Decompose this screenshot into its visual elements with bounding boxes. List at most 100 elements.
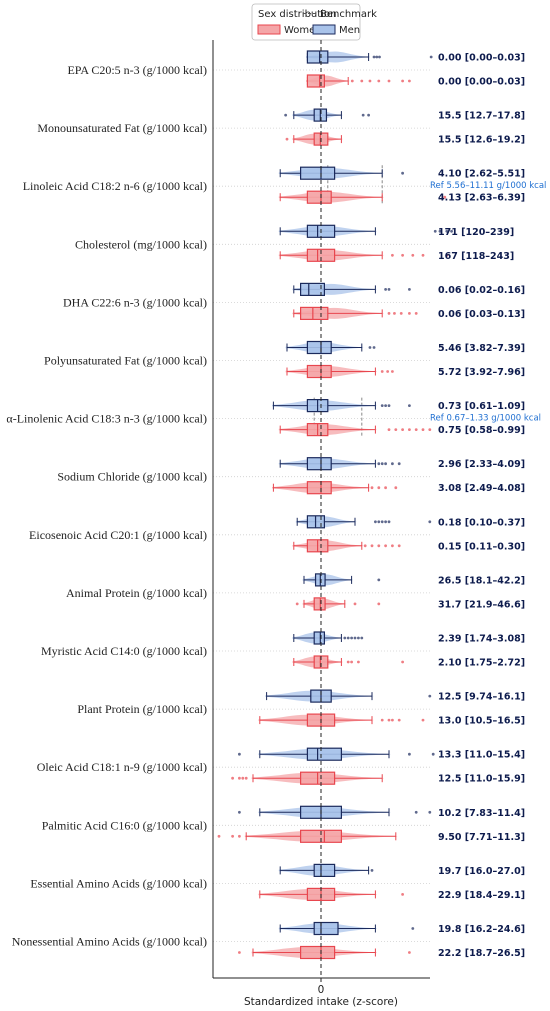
row-9-women-box — [313, 597, 326, 611]
row-6-men-outlier-0 — [380, 404, 384, 407]
row-12-men-box — [306, 747, 342, 761]
row-7-women-summary: 3.08 [2.49–4.08] — [438, 483, 525, 494]
row-2-label: Linoleic Acid C18:2 n-6 (g/1000 kcal) — [23, 179, 207, 193]
row-0-women-outlier-5 — [401, 79, 404, 83]
row-10-men-outlier-5 — [360, 636, 364, 640]
row-4-men-outlier-0 — [384, 288, 387, 291]
row-13-label: Palmitic Acid C16:0 (g/1000 kcal) — [42, 818, 207, 832]
row-6: α-Linolenic Acid C18:3 n-3 (g/1000 kcal)… — [6, 397, 541, 438]
row-3-women-outlier-4 — [445, 253, 449, 257]
row-15-men-summary: 19.8 [16.2–24.6] — [438, 924, 525, 935]
row-7-label: Sodium Chloride (g/1000 kcal) — [57, 470, 207, 484]
legend-swatch-women — [257, 24, 281, 35]
row-7-men-outlier-1 — [380, 462, 384, 466]
row-7-women-outlier-2 — [384, 486, 387, 490]
row-12-women-outlier-0 — [231, 776, 235, 780]
row-6-women-outlier-1 — [394, 428, 398, 431]
row-9-women-outlier-2 — [377, 602, 381, 606]
row-0-women-outlier-2 — [368, 79, 372, 83]
row-13-women-outlier-2 — [238, 834, 241, 838]
row-0-women-box — [306, 74, 325, 88]
row-5-women-outlier-1 — [386, 370, 390, 373]
row-4-women-outlier-3 — [408, 312, 411, 315]
row-5: Polyunsaturated Fat (g/1000 kcal) 5.46 [3… — [44, 340, 525, 379]
row-6-women-outlier-4 — [414, 428, 418, 431]
row-10-label: Myristic Acid C14:0 (g/1000 kcal) — [41, 644, 207, 658]
row-7-men-outlier-4 — [397, 462, 401, 466]
row-6-men-outlier-1 — [384, 404, 387, 407]
row-7-men-outlier-2 — [384, 462, 387, 466]
row-10-women-summary: 2.10 [1.75–2.72] — [438, 658, 525, 669]
row-6-women-outlier-6 — [428, 428, 432, 431]
chart-rows: EPA C20:5 n-3 (g/1000 kcal) 0.00 [0.00–0.… — [6, 50, 546, 960]
row-10-women-outlier-0 — [346, 660, 350, 664]
row-14-men-box — [313, 863, 336, 878]
row-1-women-outlier-0 — [285, 137, 289, 141]
row-10-women-outlier-3 — [401, 660, 404, 664]
legend: Sex distribution Benchmark Women Men — [251, 3, 377, 41]
row-0-men-box — [306, 50, 329, 64]
row-12-women-outlier-2 — [241, 776, 245, 780]
row-0: EPA C20:5 n-3 (g/1000 kcal) 0.00 [0.00–0.… — [67, 50, 525, 88]
row-5-label: Polyunsaturated Fat (g/1000 kcal) — [44, 354, 207, 368]
row-13-women-outlier-0 — [217, 834, 221, 838]
legend-benchmark-label: Benchmark — [320, 9, 377, 20]
row-4-women-outlier-4 — [414, 312, 418, 315]
row-10-men-outlier-3 — [353, 636, 357, 640]
row-9-men-summary: 26.5 [18.1–42.2] — [438, 575, 525, 586]
row-8-men-outlier-2 — [380, 520, 384, 524]
row-11-men-summary: 12.5 [9.74–16.1] — [438, 692, 525, 703]
row-9-women-outlier-1 — [353, 602, 357, 606]
row-12-women-outlier-1 — [238, 776, 241, 780]
row-3-women-outlier-2 — [411, 253, 415, 257]
row-14: Essential Amino Acids (g/1000 kcal) 19.7 … — [30, 863, 525, 902]
row-3-men-summary: 171 [120–239] — [438, 227, 514, 238]
row-6-women-outlier-3 — [408, 428, 411, 431]
row-3-men-outlier-3 — [450, 229, 453, 233]
row-6-men-outlier-2 — [387, 404, 391, 407]
row-13: Palmitic Acid C16:0 (g/1000 kcal) 10.2 [7… — [42, 805, 525, 843]
row-12-women-summary: 12.5 [11.0–15.9] — [438, 774, 525, 785]
row-8-women-outlier-3 — [384, 544, 387, 548]
row-15-women-outlier-1 — [408, 951, 411, 954]
row-4-women-summary: 0.06 [0.03–0.13] — [438, 309, 525, 320]
row-11-label: Plant Protein (g/1000 kcal) — [77, 702, 207, 716]
row-11: Plant Protein (g/1000 kcal) 12.5 [9.74–16… — [77, 689, 525, 727]
row-0-label: EPA C20:5 n-3 (g/1000 kcal) — [67, 63, 207, 77]
row-11-men-outlier-0 — [428, 694, 432, 698]
row-4-label: DHA C22:6 n-3 (g/1000 kcal) — [63, 295, 207, 309]
row-5-women-box — [306, 364, 332, 379]
row-3-women-box — [306, 248, 336, 262]
row-5-women-summary: 5.72 [3.92–7.96] — [438, 367, 525, 378]
legend-label-men: Men — [339, 25, 360, 36]
row-2-women-box — [306, 190, 332, 204]
row-7-women-outlier-0 — [370, 486, 374, 490]
row-7-women-outlier-1 — [377, 486, 381, 490]
row-14-label: Essential Amino Acids (g/1000 kcal) — [30, 876, 207, 890]
row-8-women-outlier-2 — [377, 544, 381, 548]
row-3: Cholesterol (mg/1000 kcal) 171 [120–239] 1… — [75, 224, 514, 262]
row-2: Linoleic Acid C18:2 n-6 (g/1000 kcal) 4.1… — [23, 165, 546, 206]
row-7-men-outlier-0 — [377, 462, 381, 466]
row-7-men-box — [306, 457, 332, 471]
row-3-women-outlier-3 — [421, 253, 425, 257]
row-4: DHA C22:6 n-3 (g/1000 kcal) 0.06 [0.02–0.… — [63, 282, 525, 320]
row-0-women-outlier-0 — [350, 79, 354, 83]
row-14-men-summary: 19.7 [16.0–27.0] — [438, 866, 525, 877]
row-0-men-summary: 0.00 [0.00–0.03] — [438, 53, 525, 64]
row-3-men-outlier-2 — [445, 229, 449, 233]
row-8-men-summary: 0.18 [0.10–0.37] — [438, 517, 525, 528]
row-12-men-outlier-0 — [238, 752, 241, 756]
row-11-women-outlier-1 — [387, 718, 391, 722]
row-8-men-outlier-4 — [387, 520, 391, 524]
row-5-women-outlier-2 — [391, 370, 394, 373]
row-7: Sodium Chloride (g/1000 kcal) 2.96 [2.33–… — [57, 457, 525, 495]
row-2-ref-label: Ref 5.56–11.11 g/1000 kcal — [430, 181, 546, 191]
row-8-women-outlier-4 — [391, 544, 394, 548]
row-9-women-outlier-0 — [295, 602, 299, 606]
row-8-men-outlier-3 — [384, 520, 387, 524]
x-axis-label: Standardized intake (z-score) — [244, 996, 398, 1008]
row-11-women-outlier-2 — [391, 718, 394, 722]
row-11-women-outlier-0 — [380, 718, 384, 722]
row-13-women-outlier-1 — [231, 834, 235, 838]
